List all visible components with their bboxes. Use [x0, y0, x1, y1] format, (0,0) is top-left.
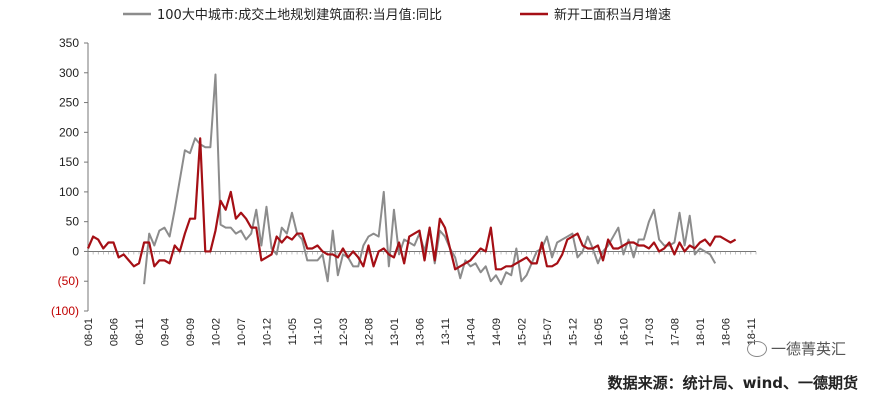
x-tick-label: 11-10	[312, 318, 324, 345]
x-tick-label: 18-11	[746, 318, 758, 345]
x-tick-label: 09-04	[159, 318, 171, 346]
x-tick-label: 11-05	[287, 318, 299, 345]
x-tick-label: 10-02	[210, 318, 222, 346]
x-tick-label: 15-07	[542, 318, 554, 346]
y-tick-label: 0	[72, 244, 79, 258]
x-tick-label: 15-12	[567, 318, 579, 346]
y-tick-label: 250	[59, 96, 79, 110]
y-tick-label: 150	[59, 155, 79, 169]
x-tick-label: 14-04	[465, 318, 477, 346]
legend: 100大中城市:成交土地规划建筑面积:当月值:同比 新开工面积当月增速	[123, 7, 671, 23]
x-tick-label: 13-01	[389, 318, 401, 346]
x-tick-label: 16-10	[618, 318, 630, 346]
x-tick-label: 14-09	[491, 318, 503, 346]
x-tick-label: 16-05	[593, 318, 605, 346]
watermark: 一德菁英汇	[746, 338, 846, 359]
x-tick-label: 18-06	[720, 318, 732, 346]
wechat-icon	[746, 340, 767, 357]
series-line-new-construction-growth	[86, 137, 737, 271]
y-tick-label: (100)	[51, 304, 79, 318]
y-tick-label: (50)	[58, 274, 79, 288]
watermark-text: 一德菁英汇	[770, 340, 846, 358]
x-tick-label: 15-02	[516, 318, 528, 346]
x-axis: 08-01 08-06 08-11 09-04 09-09 10-02 10-07 10-12…	[83, 250, 758, 346]
x-tick-label: 12-08	[363, 318, 375, 346]
legend-label: 新开工面积当月增速	[554, 7, 671, 23]
y-tick-label: 50	[66, 215, 80, 229]
x-tick-label: 17-03	[644, 318, 656, 346]
source-note: 数据来源：统计局、wind、一德期货	[607, 374, 858, 392]
x-tick-label: 13-11	[440, 318, 452, 345]
x-tick-label: 09-09	[185, 318, 197, 346]
y-tick-label: 100	[59, 185, 79, 199]
series-lines	[86, 73, 737, 286]
y-tick-label: 200	[59, 125, 79, 139]
x-tick-label: 12-03	[338, 318, 350, 346]
x-tick-label: 18-01	[695, 318, 707, 346]
x-tick-label: 10-07	[236, 318, 248, 346]
x-tick-label: 08-01	[83, 318, 95, 346]
x-tick-label: 10-12	[261, 318, 273, 346]
legend-label: 100大中城市:成交土地规划建筑面积:当月值:同比	[157, 7, 442, 23]
x-tick-label: 13-06	[414, 318, 426, 346]
y-axis: 350 300 250 200 150 100 50 0 (50) (100)	[51, 36, 89, 318]
y-tick-label: 300	[59, 66, 79, 80]
x-tick-label: 17-08	[669, 318, 681, 346]
x-tick-label: 08-06	[108, 318, 120, 346]
x-tick-label: 08-11	[134, 318, 146, 345]
y-tick-label: 350	[59, 36, 79, 50]
